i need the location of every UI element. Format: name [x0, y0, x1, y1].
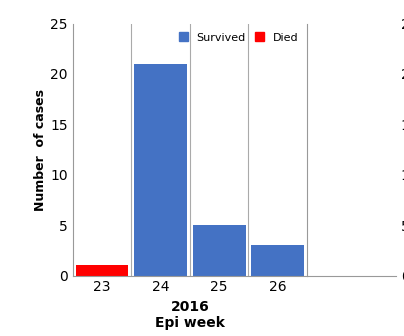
X-axis label: 2016
Epi week: 2016 Epi week — [155, 300, 225, 330]
Bar — [76, 265, 128, 276]
Y-axis label: Number  of cases: Number of cases — [34, 88, 47, 211]
Bar — [251, 245, 304, 276]
Bar — [134, 64, 187, 276]
Bar — [193, 225, 246, 276]
Legend: Survived, Died: Survived, Died — [175, 29, 301, 46]
